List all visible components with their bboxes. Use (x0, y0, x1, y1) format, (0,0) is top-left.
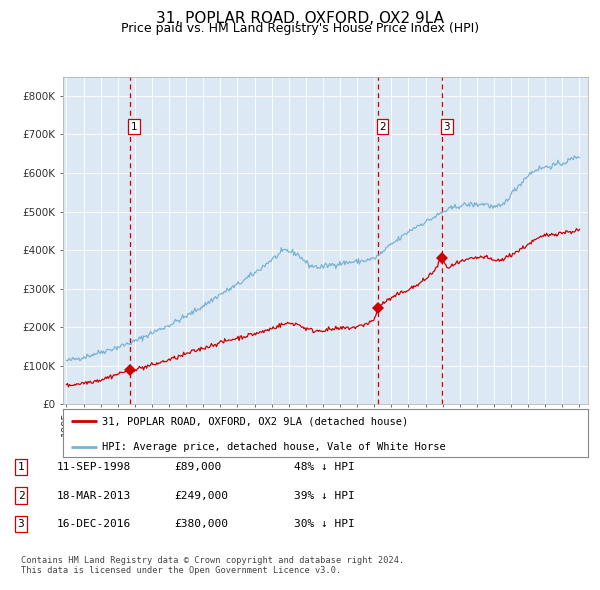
Text: HPI: Average price, detached house, Vale of White Horse: HPI: Average price, detached house, Vale… (103, 441, 446, 451)
Text: 39% ↓ HPI: 39% ↓ HPI (294, 491, 355, 500)
Text: 2: 2 (17, 491, 25, 500)
Text: 1: 1 (17, 463, 25, 472)
Text: £89,000: £89,000 (174, 463, 221, 472)
Text: 31, POPLAR ROAD, OXFORD, OX2 9LA (detached house): 31, POPLAR ROAD, OXFORD, OX2 9LA (detach… (103, 417, 409, 427)
Text: 2: 2 (379, 122, 386, 132)
Text: 11-SEP-1998: 11-SEP-1998 (57, 463, 131, 472)
Text: £380,000: £380,000 (174, 519, 228, 529)
Text: 31, POPLAR ROAD, OXFORD, OX2 9LA: 31, POPLAR ROAD, OXFORD, OX2 9LA (156, 11, 444, 25)
Text: £249,000: £249,000 (174, 491, 228, 500)
Text: 3: 3 (17, 519, 25, 529)
Text: 18-MAR-2013: 18-MAR-2013 (57, 491, 131, 500)
Text: 1: 1 (131, 122, 137, 132)
Text: 3: 3 (443, 122, 450, 132)
Text: 30% ↓ HPI: 30% ↓ HPI (294, 519, 355, 529)
Text: Contains HM Land Registry data © Crown copyright and database right 2024.
This d: Contains HM Land Registry data © Crown c… (21, 556, 404, 575)
Text: Price paid vs. HM Land Registry's House Price Index (HPI): Price paid vs. HM Land Registry's House … (121, 22, 479, 35)
Text: 16-DEC-2016: 16-DEC-2016 (57, 519, 131, 529)
Text: 48% ↓ HPI: 48% ↓ HPI (294, 463, 355, 472)
